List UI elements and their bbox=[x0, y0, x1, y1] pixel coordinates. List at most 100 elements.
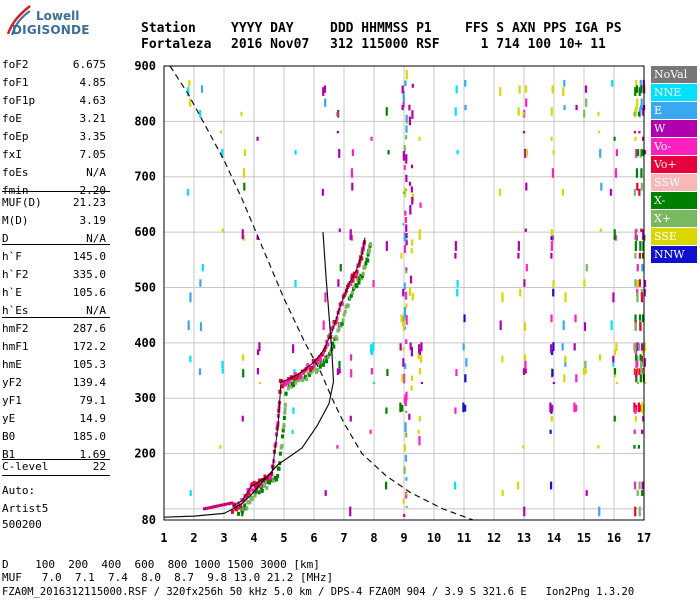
noise-echo bbox=[563, 374, 566, 383]
noise-echo bbox=[634, 229, 637, 240]
noise-echo bbox=[403, 145, 406, 153]
x-trace-echo bbox=[355, 284, 359, 289]
noise-echo bbox=[403, 444, 406, 452]
noise-echo bbox=[524, 148, 527, 158]
o-trace-echo bbox=[242, 498, 246, 503]
noise-echo bbox=[633, 188, 636, 196]
param-value: 145.0 bbox=[72, 250, 106, 263]
x-trace-echo bbox=[367, 248, 371, 253]
logo-line1: Lowell bbox=[36, 9, 80, 23]
x-trace-echo bbox=[253, 493, 257, 498]
x-tick-label: 13 bbox=[517, 531, 531, 545]
o-trace-echo bbox=[252, 480, 256, 485]
noise-echo bbox=[385, 481, 388, 490]
o-trace-echo bbox=[246, 487, 250, 492]
noise-echo bbox=[523, 279, 526, 287]
noise-echo bbox=[410, 385, 413, 391]
param-name: fxI bbox=[2, 148, 22, 161]
x-trace-echo bbox=[356, 277, 360, 282]
param-value: 2.20 bbox=[79, 184, 107, 197]
noise-echo bbox=[642, 415, 645, 422]
noise-echo bbox=[613, 349, 617, 356]
noise-echo bbox=[455, 369, 458, 377]
noise-echo bbox=[321, 188, 324, 196]
noise-echo bbox=[337, 279, 340, 287]
noise-echo bbox=[633, 111, 636, 117]
noise-echo bbox=[551, 168, 555, 178]
e-trace-echo bbox=[217, 504, 221, 508]
legend-item: NNE bbox=[651, 84, 697, 101]
x-trace-echo bbox=[343, 309, 347, 314]
x-trace-echo bbox=[364, 261, 368, 266]
noise-echo bbox=[573, 343, 576, 351]
noise-echo bbox=[643, 358, 646, 367]
noise-echo bbox=[550, 107, 553, 116]
noise-echo bbox=[639, 241, 642, 251]
noise-echo bbox=[550, 415, 553, 422]
legend-item: X+ bbox=[651, 210, 697, 227]
noise-echo bbox=[403, 466, 406, 474]
param-row: hmE 105.3 bbox=[2, 356, 106, 374]
noise-echo bbox=[189, 355, 192, 363]
x-trace-echo bbox=[292, 383, 296, 388]
noise-echo bbox=[563, 79, 566, 87]
noise-echo bbox=[454, 241, 457, 251]
noise-echo bbox=[404, 422, 407, 432]
x-trace-echo bbox=[320, 360, 324, 365]
x-trace-echo bbox=[332, 344, 336, 349]
noise-echo bbox=[551, 85, 554, 94]
noise-echo bbox=[240, 111, 243, 117]
o-trace-echo bbox=[315, 360, 319, 365]
noise-echo bbox=[636, 279, 639, 288]
noise-echo bbox=[582, 368, 586, 375]
header-value-date: 2016 Nov07 bbox=[231, 37, 310, 52]
param-name: hmE bbox=[2, 358, 22, 371]
o-trace-echo bbox=[231, 509, 234, 514]
file-info-row: FZA0M_2016312115000.RSF / 320fx256h 50 k… bbox=[2, 586, 635, 598]
noise-echo bbox=[634, 87, 637, 96]
noise-echo bbox=[404, 80, 407, 87]
noise-echo bbox=[401, 404, 404, 412]
noise-echo bbox=[599, 148, 602, 158]
noise-echo bbox=[400, 252, 403, 259]
noise-echo bbox=[612, 355, 615, 363]
noise-echo bbox=[641, 481, 644, 490]
noise-echo bbox=[517, 107, 520, 116]
noise-echo bbox=[242, 369, 245, 378]
noise-echo bbox=[633, 429, 636, 434]
noise-echo bbox=[640, 368, 643, 374]
noise-echo bbox=[634, 415, 637, 422]
x-trace-echo bbox=[254, 489, 258, 494]
noise-echo bbox=[418, 435, 421, 446]
noise-echo bbox=[456, 150, 459, 155]
noise-echo bbox=[336, 368, 340, 375]
noise-echo bbox=[402, 191, 405, 195]
noise-echo bbox=[637, 445, 641, 449]
x-trace-echo bbox=[369, 242, 372, 247]
noise-echo bbox=[636, 355, 639, 363]
noise-echo bbox=[561, 343, 564, 351]
noise-echo bbox=[634, 322, 638, 331]
noise-echo bbox=[256, 368, 260, 375]
param-value: 14.9 bbox=[79, 412, 107, 425]
noise-echo bbox=[574, 314, 577, 323]
x-trace-echo bbox=[280, 444, 284, 449]
noise-echo bbox=[612, 292, 615, 303]
noise-echo bbox=[561, 188, 564, 196]
noise-echo bbox=[404, 217, 408, 224]
param-row: foF2 6.675 bbox=[2, 56, 106, 74]
x-trace-echo bbox=[341, 318, 345, 323]
o-trace-echo bbox=[335, 316, 339, 321]
noise-echo bbox=[585, 264, 588, 272]
noise-echo bbox=[258, 342, 261, 352]
param-row: yE 14.9 bbox=[2, 410, 106, 428]
x-trace-echo bbox=[283, 410, 287, 415]
noise-echo bbox=[613, 368, 617, 375]
noise-echo bbox=[418, 136, 421, 141]
noise-echo bbox=[405, 492, 408, 496]
noise-echo bbox=[522, 130, 526, 134]
noise-echo bbox=[402, 100, 405, 108]
e-trace-echo bbox=[207, 506, 211, 510]
noise-echo bbox=[639, 79, 642, 87]
noise-echo bbox=[575, 404, 578, 412]
